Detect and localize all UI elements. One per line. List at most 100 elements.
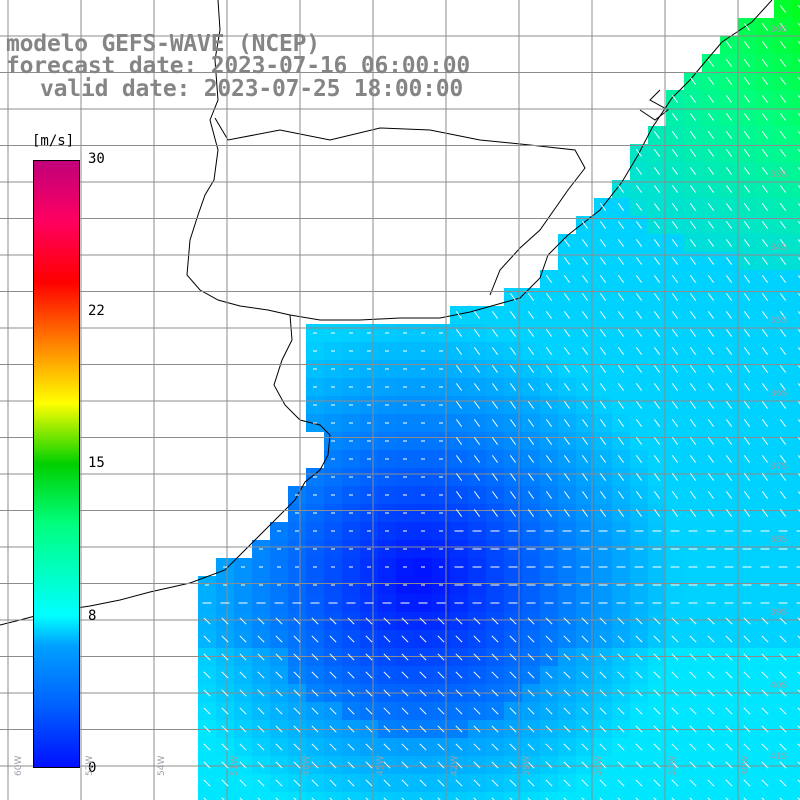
wind-arrow	[797, 383, 800, 387]
wind-arrow	[509, 707, 517, 715]
wind-arrow	[743, 743, 751, 751]
field-cell	[792, 738, 800, 756]
wind-arrow	[437, 761, 445, 769]
wind-arrow	[401, 725, 409, 733]
wind-arrow	[455, 329, 463, 337]
wind-arrow	[689, 257, 697, 265]
wind-arrow	[545, 779, 553, 787]
wind-arrow	[545, 797, 549, 800]
wind-arrow	[797, 653, 800, 657]
wind-arrow	[563, 419, 571, 427]
wind-arrow	[275, 635, 283, 643]
field-cell	[738, 792, 756, 800]
field-cell	[792, 288, 800, 306]
wind-arrow	[725, 257, 733, 265]
field-cell	[270, 792, 288, 800]
wind-arrow	[491, 383, 499, 391]
wind-arrow	[275, 671, 283, 679]
latitude-label: 33S	[770, 170, 788, 180]
wind-arrow	[203, 707, 211, 715]
longitude-label: 36W	[594, 755, 604, 776]
wind-arrow	[365, 635, 373, 643]
wind-arrow	[779, 311, 787, 319]
field-cell	[792, 504, 800, 522]
wind-arrow	[761, 635, 769, 643]
wind-arrow	[365, 671, 373, 679]
wind-arrow	[491, 617, 499, 625]
wind-arrow	[635, 275, 643, 283]
wind-arrow	[617, 671, 625, 679]
wind-arrow	[689, 185, 697, 193]
wind-arrow	[653, 365, 661, 373]
wind-arrow	[347, 779, 355, 787]
wind-arrow	[401, 779, 409, 787]
wind-arrow	[725, 437, 733, 445]
field-cell	[792, 378, 800, 396]
wind-arrow	[239, 617, 247, 625]
wind-arrow	[599, 491, 607, 499]
wind-arrow	[725, 329, 733, 337]
field-cell	[558, 792, 576, 800]
field-cell	[594, 792, 612, 800]
latitude-label: 41S	[770, 752, 788, 762]
wind-arrow	[635, 509, 643, 517]
colorbar-tick-label: 15	[88, 455, 105, 471]
field-cell	[792, 234, 800, 252]
field-cell	[792, 216, 800, 234]
field-cell	[792, 792, 800, 800]
wind-arrow	[473, 761, 481, 769]
latitude-label: 30S	[770, 25, 788, 35]
field-cell	[792, 306, 800, 324]
wind-arrow	[293, 707, 301, 715]
wind-arrow	[779, 185, 787, 193]
wind-arrow	[599, 779, 607, 787]
field-cell	[792, 180, 800, 198]
longitude-label: 48W	[302, 755, 312, 776]
field-cell	[792, 144, 800, 162]
wind-arrow	[581, 275, 589, 283]
wind-arrow	[563, 401, 571, 409]
wind-arrow	[725, 761, 733, 769]
wind-arrow	[617, 797, 621, 800]
latitude-label: 40S	[770, 681, 788, 691]
wind-arrow	[671, 707, 679, 715]
wind-arrow	[473, 437, 481, 445]
wind-arrow	[635, 779, 643, 787]
wind-arrow	[689, 653, 697, 661]
wind-arrow	[689, 689, 697, 697]
wind-arrow	[689, 167, 697, 175]
wind-arrow	[419, 743, 427, 751]
wind-arrow	[779, 95, 787, 103]
wind-arrow	[617, 725, 625, 733]
longitude-label: 57W	[85, 755, 95, 776]
wind-arrow	[761, 473, 769, 481]
wind-arrow	[653, 707, 661, 715]
wind-arrow	[671, 797, 675, 800]
wind-arrow	[257, 617, 265, 625]
wind-arrow	[581, 671, 589, 679]
wind-arrow	[779, 167, 787, 175]
wind-arrow	[545, 329, 553, 337]
wind-arrow	[635, 257, 643, 265]
wind-arrow	[671, 167, 679, 175]
wind-arrow	[743, 167, 751, 175]
wind-arrow	[599, 671, 607, 679]
wind-arrow	[797, 347, 800, 351]
wind-arrow	[527, 797, 531, 800]
field-cell	[378, 792, 396, 800]
wind-arrow	[239, 653, 247, 661]
wind-arrow	[383, 743, 391, 751]
wind-arrow	[635, 383, 643, 391]
wind-arrow	[599, 455, 607, 463]
wind-arrow	[635, 419, 643, 427]
wind-arrow	[257, 779, 265, 787]
wind-arrow	[689, 95, 697, 103]
wind-arrow	[527, 347, 535, 355]
wind-arrow	[437, 617, 445, 625]
wind-arrow	[743, 311, 751, 319]
wind-arrow	[635, 293, 643, 301]
field-cell	[792, 126, 800, 144]
field-cell	[792, 432, 800, 450]
wind-arrow	[455, 491, 463, 499]
wind-arrow	[419, 797, 423, 800]
